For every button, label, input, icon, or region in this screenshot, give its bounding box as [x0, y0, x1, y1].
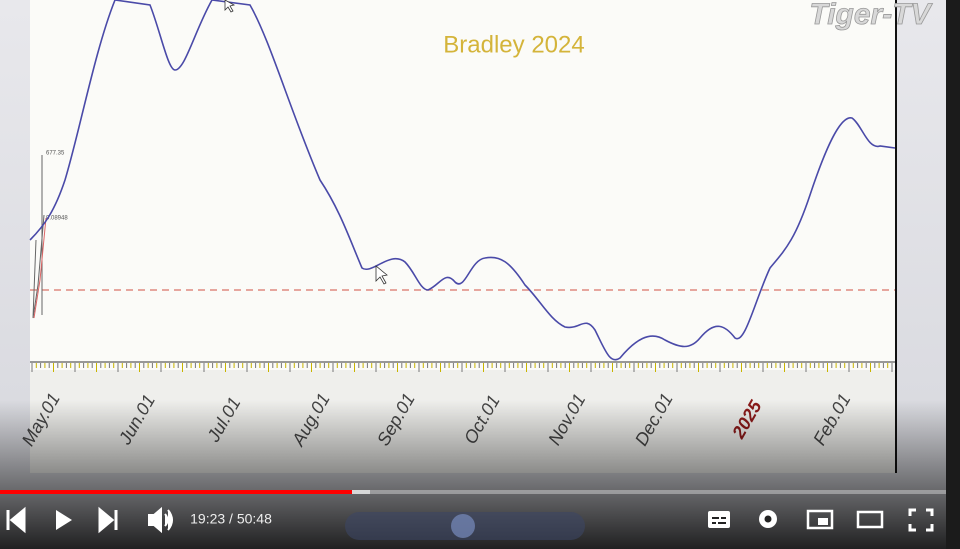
next-button[interactable]	[98, 506, 118, 534]
play-button[interactable]	[56, 510, 72, 530]
watermark: Tiger-TV	[809, 0, 933, 31]
fullscreen-button[interactable]	[908, 508, 934, 532]
subtitles-button[interactable]	[708, 511, 730, 528]
side-marker	[32, 155, 45, 319]
miniplayer-icon	[818, 518, 828, 525]
progress-track[interactable]	[0, 490, 946, 494]
frame-edge	[946, 0, 960, 549]
previous-button[interactable]	[6, 506, 26, 534]
time-display: 19:23 / 50:48	[190, 511, 272, 527]
overlay-toolbar-button	[451, 514, 475, 538]
subtitles-icon	[712, 517, 726, 524]
bradley-curve	[29, 0, 896, 361]
progress-played	[0, 490, 352, 494]
axis-ruler	[30, 361, 895, 372]
mouse-cursor	[224, 0, 388, 285]
side-label: 677.35	[46, 151, 65, 157]
side-label: 0.08948	[46, 216, 68, 222]
settings-icon	[764, 515, 772, 523]
volume-button[interactable]	[148, 506, 173, 534]
theater-button[interactable]	[856, 510, 884, 529]
miniplayer-button[interactable]	[806, 509, 834, 530]
side-marker	[33, 217, 47, 319]
chart-title: Bradley 2024	[443, 31, 584, 58]
